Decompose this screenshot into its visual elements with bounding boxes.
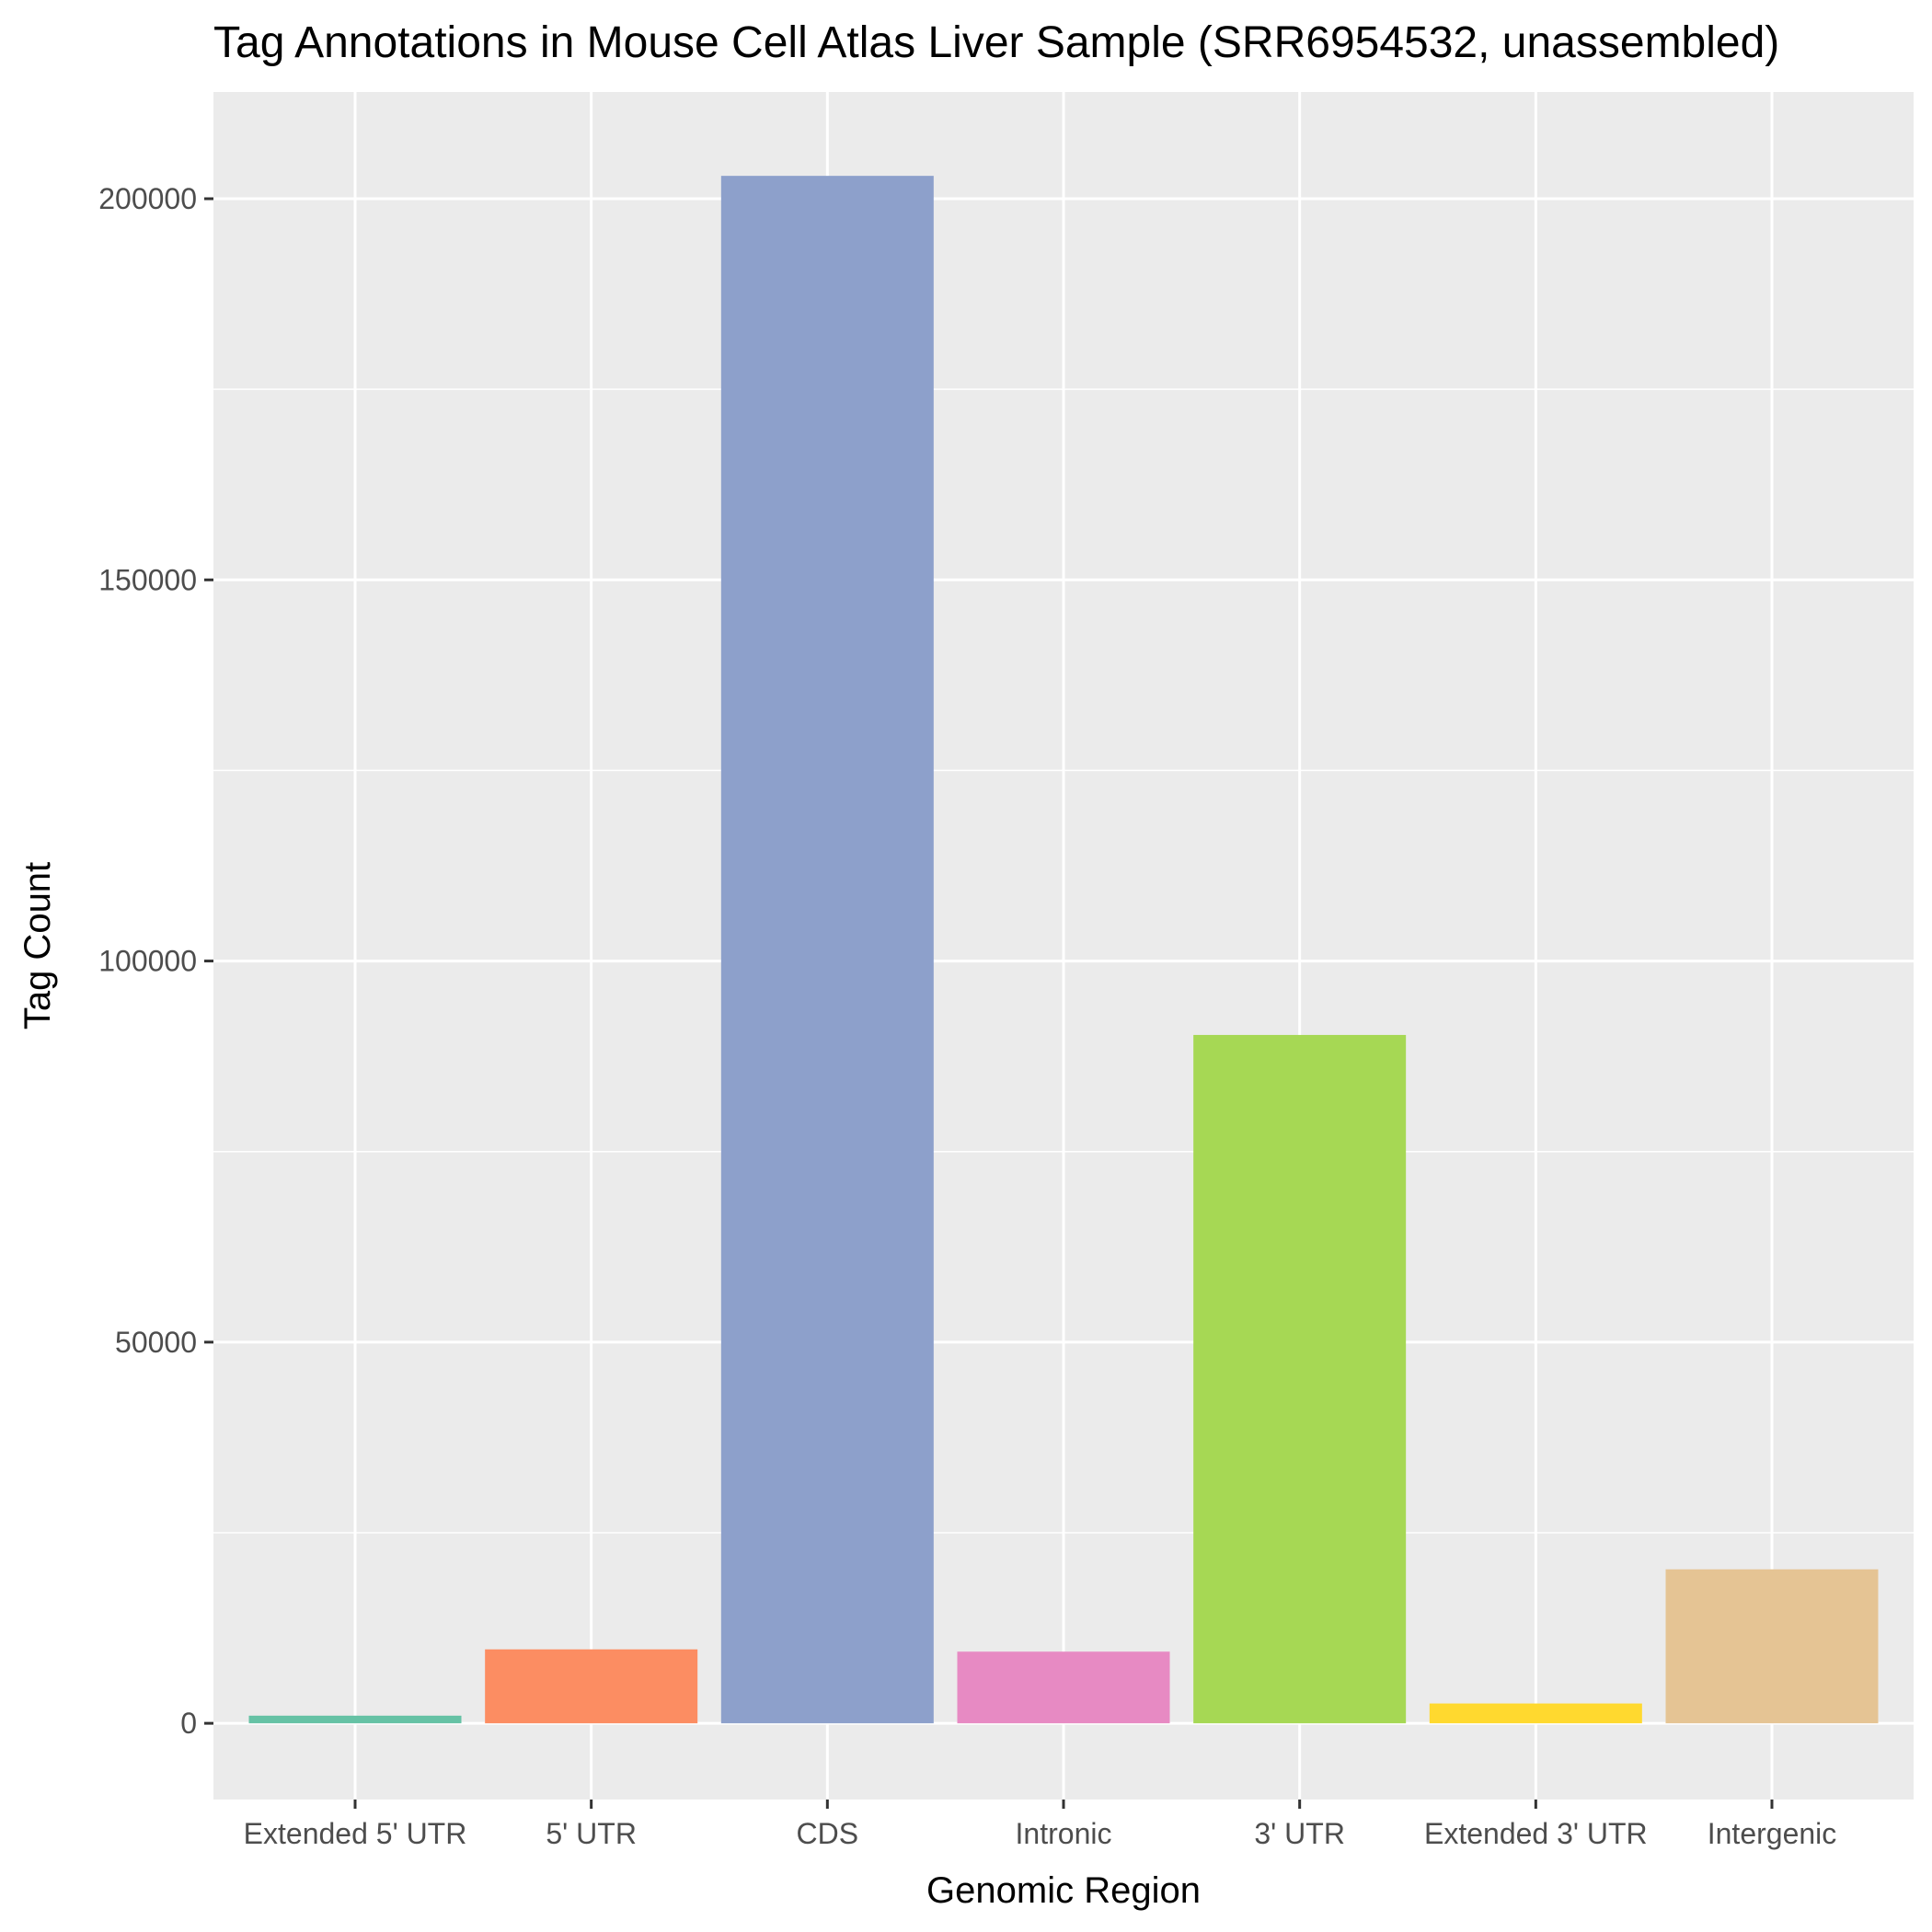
chart-title: Tag Annotations in Mouse Cell Atlas Live… [213,18,1779,67]
bar [1193,1034,1407,1724]
y-tick-label: 0 [180,1707,197,1740]
x-axis: Extended 5' UTR 5' UTR CDS Intronic 3' UTR Ex… [244,1800,1837,1850]
bar [957,1651,1170,1724]
x-tick-label: Extended 5' UTR [244,1817,467,1850]
bar [248,1715,462,1724]
x-tick-label: CDS [797,1817,859,1850]
bars [248,176,1879,1724]
x-axis-title: Genomic Region [926,1870,1201,1911]
y-tick-label: 200000 [98,182,197,215]
y-tick-label: 150000 [98,563,197,596]
y-tick-label: 100000 [98,945,197,978]
bar [1665,1569,1879,1724]
x-tick-label: Extended 3' UTR [1424,1817,1648,1850]
y-axis: 0 50000 100000 150000 200000 [98,182,213,1740]
x-tick-label: Intergenic [1708,1817,1837,1850]
x-tick-label: Intronic [1016,1817,1112,1850]
y-tick-label: 50000 [115,1326,197,1359]
bar [720,176,934,1724]
grid-lines [213,92,1914,1800]
bar [485,1649,698,1724]
y-axis-title: Tag Count [17,862,58,1029]
x-tick-label: 3' UTR [1254,1817,1345,1850]
x-tick-label: 5' UTR [546,1817,637,1850]
bar [1429,1703,1642,1724]
